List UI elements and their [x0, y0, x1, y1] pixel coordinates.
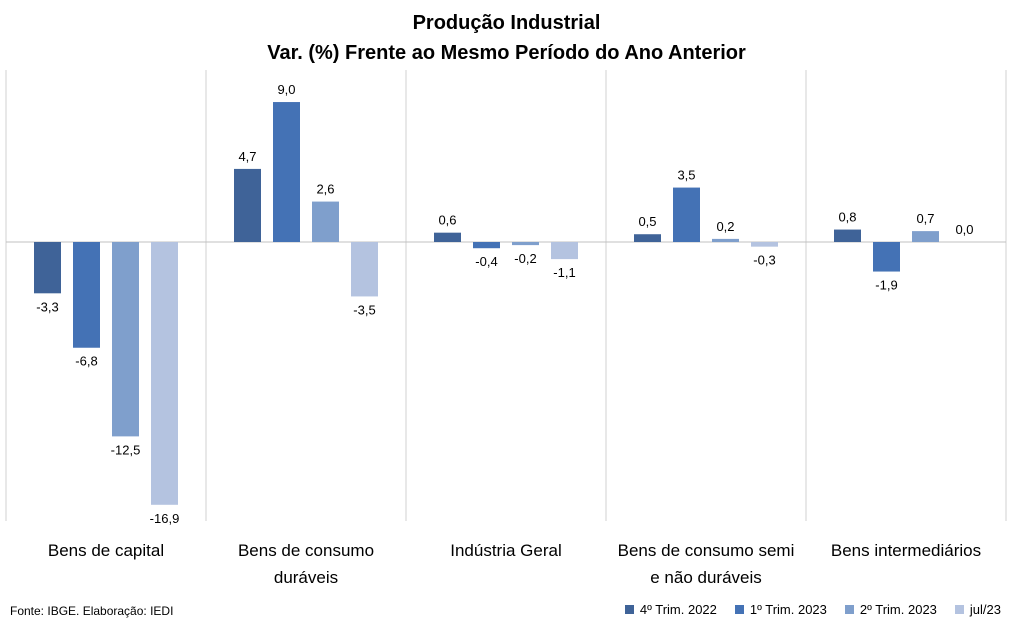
legend-label: 2º Trim. 2023: [859, 602, 937, 617]
legend-item: 1º Trim. 2023: [734, 602, 827, 617]
category-label: Indústria Geral: [450, 541, 562, 560]
legend-label: jul/23: [969, 602, 1001, 617]
bar: [673, 187, 700, 242]
data-label: 4,7: [238, 149, 256, 164]
data-label: -16,9: [150, 511, 180, 526]
data-label: -0,3: [753, 253, 775, 268]
legend-item: 4º Trim. 2022: [624, 602, 717, 617]
bar: [312, 201, 339, 242]
data-label: 0,8: [838, 210, 856, 225]
bar: [634, 234, 661, 242]
data-label: 2,6: [316, 182, 334, 197]
chart-subtitle: Var. (%) Frente ao Mesmo Período do Ano …: [267, 42, 746, 64]
bar: [112, 242, 139, 437]
category-label: Bens de consumo semi: [618, 541, 795, 560]
bar: [512, 242, 539, 246]
category-label: Bens intermediários: [831, 541, 981, 560]
bar: [712, 238, 739, 242]
data-label: 0,7: [916, 211, 934, 226]
data-label: -0,4: [475, 254, 497, 269]
category-label: e não duráveis: [650, 568, 762, 587]
legend-item: jul/23: [954, 602, 1001, 617]
bar: [273, 102, 300, 242]
bar: [234, 168, 261, 242]
data-label: 9,0: [277, 82, 295, 97]
data-label: 0,5: [638, 214, 656, 229]
bar: [912, 231, 939, 242]
legend: 4º Trim. 2022 1º Trim. 2023 2º Trim. 2023 j…: [624, 602, 1001, 617]
data-label: 0,2: [716, 219, 734, 234]
data-label: -0,2: [514, 251, 536, 266]
data-label: -3,3: [36, 299, 58, 314]
bar: [34, 242, 61, 294]
chart-title: Produção Industrial: [412, 12, 601, 34]
bar: [473, 242, 500, 249]
bar: [751, 242, 778, 247]
data-label: -1,9: [875, 278, 897, 293]
category-label: duráveis: [274, 568, 338, 587]
bar: [351, 242, 378, 297]
data-label: -6,8: [75, 354, 97, 369]
data-label: 3,5: [677, 168, 695, 183]
data-label: -3,5: [353, 302, 375, 317]
category-label: Bens de consumo: [238, 541, 374, 560]
bar: [434, 232, 461, 242]
data-label: 0,0: [955, 222, 973, 237]
legend-swatch: [844, 605, 854, 614]
bar: [873, 242, 900, 272]
data-label: 0,6: [438, 213, 456, 228]
legend-label: 4º Trim. 2022: [639, 602, 717, 617]
data-label: -12,5: [111, 442, 141, 457]
legend-swatch: [734, 605, 744, 614]
source-note: Fonte: IBGE. Elaboração: IEDI: [10, 604, 174, 618]
legend-swatch: [624, 605, 634, 614]
bar: [834, 229, 861, 242]
bar: [151, 242, 178, 505]
category-label: Bens de capital: [48, 541, 164, 560]
data-label: -1,1: [553, 265, 575, 280]
legend-label: 1º Trim. 2023: [749, 602, 827, 617]
legend-swatch: [954, 605, 964, 614]
bar: [73, 242, 100, 348]
bar: [551, 242, 578, 260]
legend-item: 2º Trim. 2023: [844, 602, 937, 617]
